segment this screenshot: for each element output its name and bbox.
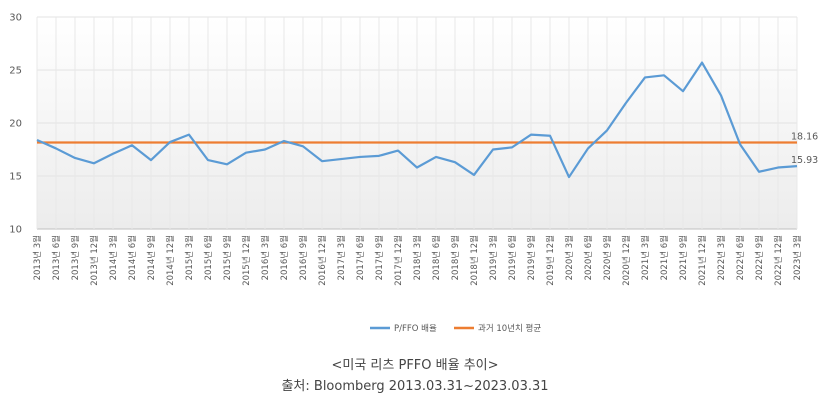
- annotation-last-value: 15.93: [791, 155, 818, 166]
- x-tick-label: 2021년 9월: [678, 235, 689, 280]
- x-tick-label: 2018년 12월: [469, 235, 480, 286]
- legend-label-0: P/FFO 배율: [394, 324, 437, 334]
- legend: P/FFO 배율 과거 10년치 평균: [370, 323, 541, 334]
- y-tick-label: 15: [9, 172, 22, 183]
- y-tick-label: 25: [9, 66, 22, 77]
- x-tick-label: 2015년 3월: [184, 235, 195, 280]
- x-tick-label: 2013년 9월: [70, 235, 81, 280]
- x-tick-label: 2019년 6월: [507, 235, 518, 280]
- x-tick-label: 2014년 12월: [165, 235, 176, 286]
- x-tick-label: 2021년 3월: [640, 235, 651, 280]
- x-tick-label: 2015년 12월: [241, 235, 252, 286]
- grid-lines: [36, 16, 798, 230]
- x-tick-label: 2014년 3월: [108, 235, 119, 280]
- x-tick-label: 2021년 12월: [697, 235, 708, 286]
- y-tick-label: 20: [9, 119, 22, 130]
- x-tick-label: 2015년 9월: [222, 235, 233, 280]
- x-tick-label: 2023년 3월: [792, 235, 803, 280]
- x-tick-label: 2021년 6월: [659, 235, 670, 280]
- x-tick-label: 2014년 9월: [146, 235, 157, 280]
- x-tick-label: 2020년 12월: [621, 235, 632, 286]
- x-tick-label: 2018년 3월: [412, 235, 423, 280]
- x-tick-label: 2016년 9월: [298, 235, 309, 280]
- x-tick-label: 2016년 3월: [260, 235, 271, 280]
- x-tick-label: 2015년 6월: [203, 235, 214, 280]
- x-tick-label: 2014년 6월: [127, 235, 138, 280]
- y-tick-label: 30: [9, 13, 22, 24]
- annotation-average-value: 18.16: [791, 132, 818, 143]
- chart-caption-title: <미국 리츠 PFFO 배율 추이>: [331, 358, 499, 373]
- x-tick-label: 2016년 12월: [317, 235, 328, 286]
- x-tick-label: 2018년 9월: [450, 235, 461, 280]
- x-tick-label: 2016년 6월: [279, 235, 290, 280]
- x-tick-label: 2022년 3월: [716, 235, 727, 280]
- chart-caption-source: 출처: Bloomberg 2013.03.31~2023.03.31: [281, 379, 549, 394]
- legend-label-1: 과거 10년치 평균: [478, 323, 541, 334]
- x-tick-label: 2019년 12월: [545, 235, 556, 286]
- x-tick-label: 2017년 12월: [393, 235, 404, 286]
- x-tick-label: 2017년 3월: [336, 235, 347, 280]
- series-lines: [36, 61, 798, 179]
- x-tick-label: 2013년 12월: [89, 235, 100, 286]
- x-tick-label: 2013년 3월: [32, 235, 43, 280]
- end-annotations: 18.16 15.93: [791, 132, 818, 167]
- y-tick-label: 10: [9, 225, 22, 236]
- y-axis-ticks: 10 15 20 25 30: [9, 13, 22, 236]
- x-tick-label: 2020년 3월: [564, 235, 575, 280]
- x-tick-label: 2019년 3월: [488, 235, 499, 280]
- x-tick-label: 2022년 12월: [773, 235, 784, 286]
- x-tick-label: 2022년 9월: [754, 235, 765, 280]
- x-tick-label: 2020년 6월: [583, 235, 594, 280]
- x-tick-label: 2020년 9월: [602, 235, 613, 280]
- x-axis-ticks: 2013년 3월 2013년 6월 2013년 9월 2013년 12월 2014년 3…: [32, 235, 803, 286]
- x-tick-label: 2017년 9월: [374, 235, 385, 280]
- x-tick-label: 2022년 6월: [735, 235, 746, 280]
- x-tick-label: 2018년 6월: [431, 235, 442, 280]
- x-tick-label: 2013년 6월: [51, 235, 62, 280]
- x-tick-label: 2019년 9월: [526, 235, 537, 280]
- x-tick-label: 2017년 6월: [355, 235, 366, 280]
